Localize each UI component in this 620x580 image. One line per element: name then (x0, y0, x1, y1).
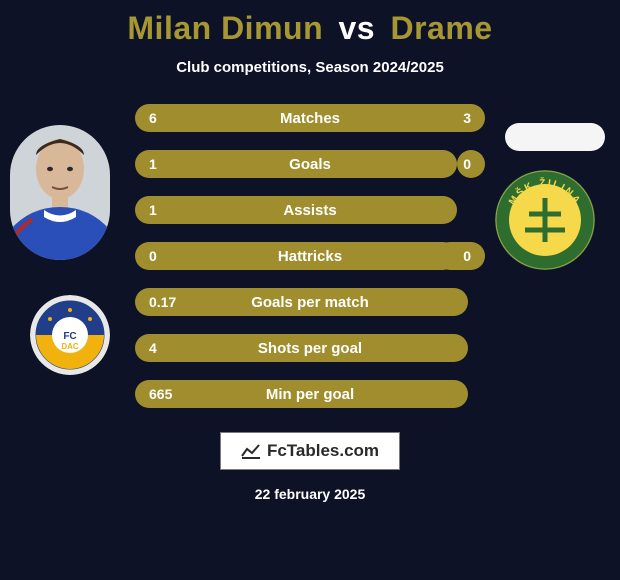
stat-bar-right (436, 242, 485, 270)
chart-icon (241, 443, 261, 459)
stat-value-right: 3 (463, 110, 471, 126)
player2-club-crest: MŠK ŽILINA (495, 170, 595, 270)
stat-label: Shots per goal (258, 340, 362, 357)
stat-row: 4 Shots per goal (135, 334, 485, 362)
player1-club-crest: FC DAC (30, 295, 110, 375)
brand-text: FcTables.com (267, 441, 379, 461)
svg-text:DAC: DAC (61, 342, 79, 351)
title-vs: vs (339, 10, 376, 46)
title-player1: Milan Dimun (127, 10, 323, 46)
title: Milan Dimun vs Drame (127, 10, 492, 47)
stat-value-left: 665 (149, 386, 172, 402)
subtitle: Club competitions, Season 2024/2025 (176, 59, 444, 76)
stat-label: Assists (283, 202, 336, 219)
stat-bar-right (331, 104, 485, 132)
player2-avatar (505, 123, 605, 151)
stat-value-left: 1 (149, 156, 157, 172)
stat-value-left: 0.17 (149, 294, 176, 310)
stat-value-left: 6 (149, 110, 157, 126)
stat-value-left: 4 (149, 340, 157, 356)
stat-row: 665 Min per goal (135, 380, 485, 408)
stat-row: 1 Assists (135, 196, 485, 224)
date-text: 22 february 2025 (255, 486, 366, 502)
stat-row: 1 Goals 0 (135, 150, 485, 178)
stat-label: Min per goal (266, 386, 354, 403)
stat-value-right: 0 (463, 156, 471, 172)
stat-row: 6 Matches 3 (135, 104, 485, 132)
comparison-card: Milan Dimun vs Drame Club competitions, … (0, 0, 620, 580)
stat-label: Goals (289, 156, 331, 173)
stat-row: 0.17 Goals per match (135, 288, 485, 316)
stat-value-left: 1 (149, 202, 157, 218)
stat-value-right: 0 (463, 248, 471, 264)
svg-text:FC: FC (63, 331, 76, 342)
stat-label: Matches (280, 110, 340, 127)
stat-label: Goals per match (251, 294, 369, 311)
stat-row: 0 Hattricks 0 (135, 242, 485, 270)
brand-badge: FcTables.com (220, 432, 400, 470)
stat-label: Hattricks (278, 248, 342, 265)
stats-list: 6 Matches 3 1 Goals 0 1 Assists 0 Hattricks 0 0.17 G… (135, 104, 485, 408)
player1-avatar (10, 125, 110, 260)
title-player2: Drame (390, 10, 492, 46)
stat-value-left: 0 (149, 248, 157, 264)
